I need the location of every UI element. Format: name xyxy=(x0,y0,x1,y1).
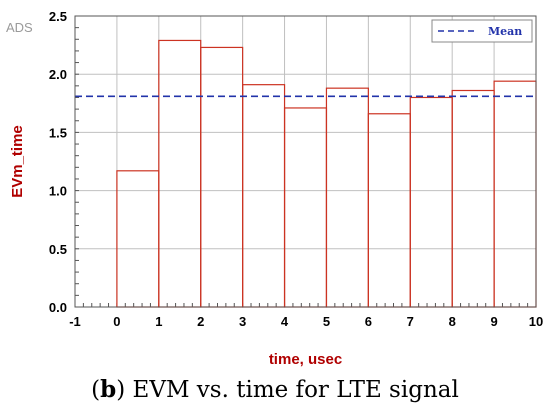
x-tick-label: 9 xyxy=(490,314,497,329)
y-tick-label: 2.5 xyxy=(49,9,67,24)
grid-lines xyxy=(74,15,537,308)
x-tick-label: 10 xyxy=(529,314,543,329)
x-tick-label: 8 xyxy=(449,314,456,329)
x-tick-label: 0 xyxy=(113,314,120,329)
figure-caption: (b) EVM vs. time for LTE signal xyxy=(91,376,459,403)
x-tick-label: 1 xyxy=(155,314,162,329)
legend: Mean xyxy=(431,19,533,43)
bar xyxy=(116,170,160,308)
x-tick-label: 4 xyxy=(281,314,289,329)
y-tick-label: 2.0 xyxy=(49,67,67,82)
x-tick-label: 3 xyxy=(239,314,246,329)
plot-frame xyxy=(74,15,537,308)
y-tick-labels: 0.0 0.5 1.0 1.5 2.0 2.5 xyxy=(49,9,67,315)
x-tick-label: 5 xyxy=(323,314,330,329)
legend-box xyxy=(431,19,533,43)
y-tick-label: 0.0 xyxy=(49,300,67,315)
bar xyxy=(493,80,537,308)
bar xyxy=(409,96,453,308)
bar xyxy=(325,87,369,308)
bar xyxy=(242,84,286,308)
x-tick-labels: -1 0 1 2 3 4 5 6 7 8 9 10 xyxy=(69,314,543,329)
evm-time-chart: ADS -1 0 1 2 3 4 5 6 7 8 9 10 0.0 0.5 1.0 1.5 2.0 2.5 ti… xyxy=(6,9,543,368)
caption-text: EVM vs. time for LTE signal xyxy=(132,377,459,403)
x-tick-label: 6 xyxy=(365,314,372,329)
ads-watermark: ADS xyxy=(6,20,33,35)
y-tick-label: 1.5 xyxy=(49,125,67,140)
x-tick-label: -1 xyxy=(69,314,81,329)
x-tick-label: 7 xyxy=(407,314,414,329)
y-axis-label: EVm_time xyxy=(9,125,26,198)
caption-letter: b xyxy=(100,376,117,403)
y-tick-label: 1.0 xyxy=(49,184,67,199)
bar xyxy=(283,107,328,308)
x-axis-label: time, usec xyxy=(269,351,342,368)
bar xyxy=(158,39,202,308)
legend-mean-label: Mean xyxy=(488,25,522,38)
bar xyxy=(451,89,495,308)
bar xyxy=(200,46,244,308)
x-tick-label: 2 xyxy=(197,314,204,329)
y-tick-label: 0.5 xyxy=(49,242,67,257)
bar xyxy=(367,113,411,308)
